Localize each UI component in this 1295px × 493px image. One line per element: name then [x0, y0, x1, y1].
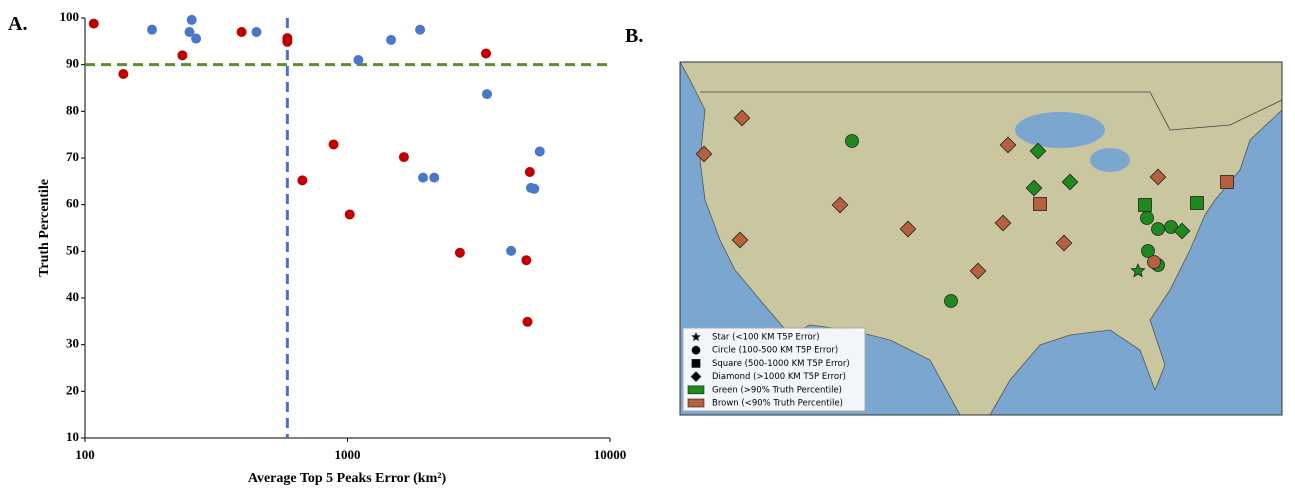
- point: [147, 25, 157, 35]
- legend-label: Square (500-1000 KM T5P Error): [712, 359, 850, 369]
- y-tick-label: 70: [66, 149, 79, 164]
- legend-label: Circle (100-500 KM T5P Error): [712, 346, 838, 356]
- map-marker: [1221, 176, 1234, 189]
- point: [399, 152, 409, 162]
- map: Star (<100 KM T5P Error) Circle (100-500 …: [680, 62, 1282, 415]
- point: [386, 35, 396, 45]
- point: [481, 48, 491, 58]
- legend-swatch: [688, 386, 704, 394]
- y-tick-label: 80: [66, 102, 79, 117]
- y-axis-label: Truth Percentile: [37, 179, 52, 277]
- point: [177, 50, 187, 60]
- point: [282, 37, 292, 47]
- point: [187, 15, 197, 25]
- point: [482, 89, 492, 99]
- legend-label: Green (>90% Truth Percentile): [712, 385, 842, 395]
- legend-label: Brown (<90% Truth Percentile): [712, 399, 843, 409]
- figure: A. B. Average Top 5 Peaks Error (km²) Tr…: [0, 0, 1295, 493]
- point: [89, 19, 99, 29]
- map-marker: [692, 346, 700, 354]
- y-tick-label: 40: [66, 289, 79, 304]
- map-marker: [1191, 197, 1204, 210]
- y-tick-label: 30: [66, 336, 79, 351]
- point: [353, 55, 363, 65]
- panel-label: A.: [8, 13, 27, 35]
- legend-swatch: [688, 399, 704, 407]
- map-marker: [1139, 199, 1152, 212]
- legend-label: Diamond (>1000 KM T5P Error): [712, 372, 846, 382]
- y-tick-label: 10: [66, 429, 79, 444]
- x-tick-label: 10000: [594, 447, 627, 462]
- point: [329, 139, 339, 149]
- map-marker: [1141, 212, 1154, 225]
- point: [529, 184, 539, 194]
- y-tick-label: 90: [66, 56, 79, 71]
- point: [415, 25, 425, 35]
- panel-label: B.: [625, 25, 643, 47]
- legend-label: Star (<100 KM T5P Error): [712, 333, 820, 343]
- great-lakes: [1090, 148, 1130, 172]
- map-marker: [945, 295, 958, 308]
- point: [251, 27, 261, 37]
- point: [521, 255, 531, 265]
- great-lakes: [1015, 112, 1105, 148]
- point: [418, 173, 428, 183]
- map-marker: [692, 359, 700, 367]
- point: [345, 209, 355, 219]
- point: [237, 27, 247, 37]
- point: [525, 167, 535, 177]
- x-tick-label: 100: [75, 447, 95, 462]
- x-tick-label: 1000: [335, 447, 361, 462]
- y-tick-label: 50: [66, 242, 79, 257]
- point: [429, 173, 439, 183]
- map-marker: [846, 135, 859, 148]
- point: [535, 146, 545, 156]
- point: [523, 317, 533, 327]
- y-tick-label: 60: [66, 196, 79, 211]
- map-marker: [1148, 256, 1161, 269]
- point: [506, 246, 516, 256]
- x-axis-label: Average Top 5 Peaks Error (km²): [248, 471, 447, 486]
- y-tick-label: 20: [66, 382, 79, 397]
- point: [118, 69, 128, 79]
- map-marker: [1152, 223, 1165, 236]
- point: [191, 34, 201, 44]
- point: [297, 175, 307, 185]
- point: [455, 248, 465, 258]
- y-tick-label: 100: [60, 9, 80, 24]
- map-marker: [1034, 198, 1047, 211]
